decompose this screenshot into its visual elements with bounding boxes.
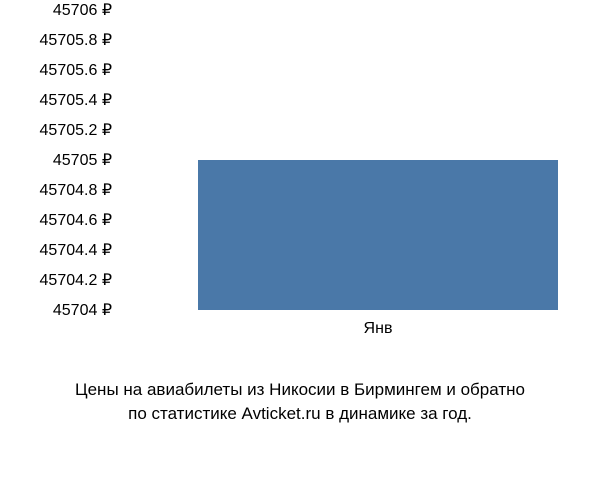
y-tick-label: 45706 ₽ [53, 0, 112, 20]
y-tick-label: 45704.4 ₽ [40, 240, 112, 260]
y-tick-label: 45704.6 ₽ [40, 210, 112, 230]
y-tick-label: 45705 ₽ [53, 150, 112, 170]
caption-line-1: Цены на авиабилеты из Никосии в Бирминге… [0, 378, 600, 402]
x-tick-label: Янв [364, 320, 393, 338]
caption-line-2: по статистике Avticket.ru в динамике за … [0, 402, 600, 426]
y-tick-label: 45705.6 ₽ [40, 60, 112, 80]
y-tick-label: 45704.2 ₽ [40, 270, 112, 290]
y-axis: 45706 ₽45705.8 ₽45705.6 ₽45705.4 ₽45705.… [0, 10, 118, 350]
bar [198, 160, 558, 310]
y-tick-label: 45704.8 ₽ [40, 180, 112, 200]
plot-area: Янв [118, 10, 578, 310]
y-tick-label: 45705.4 ₽ [40, 90, 112, 110]
y-tick-label: 45705.8 ₽ [40, 30, 112, 50]
y-tick-label: 45704 ₽ [53, 300, 112, 320]
chart-container: 45706 ₽45705.8 ₽45705.6 ₽45705.4 ₽45705.… [0, 10, 600, 350]
y-tick-label: 45705.2 ₽ [40, 120, 112, 140]
